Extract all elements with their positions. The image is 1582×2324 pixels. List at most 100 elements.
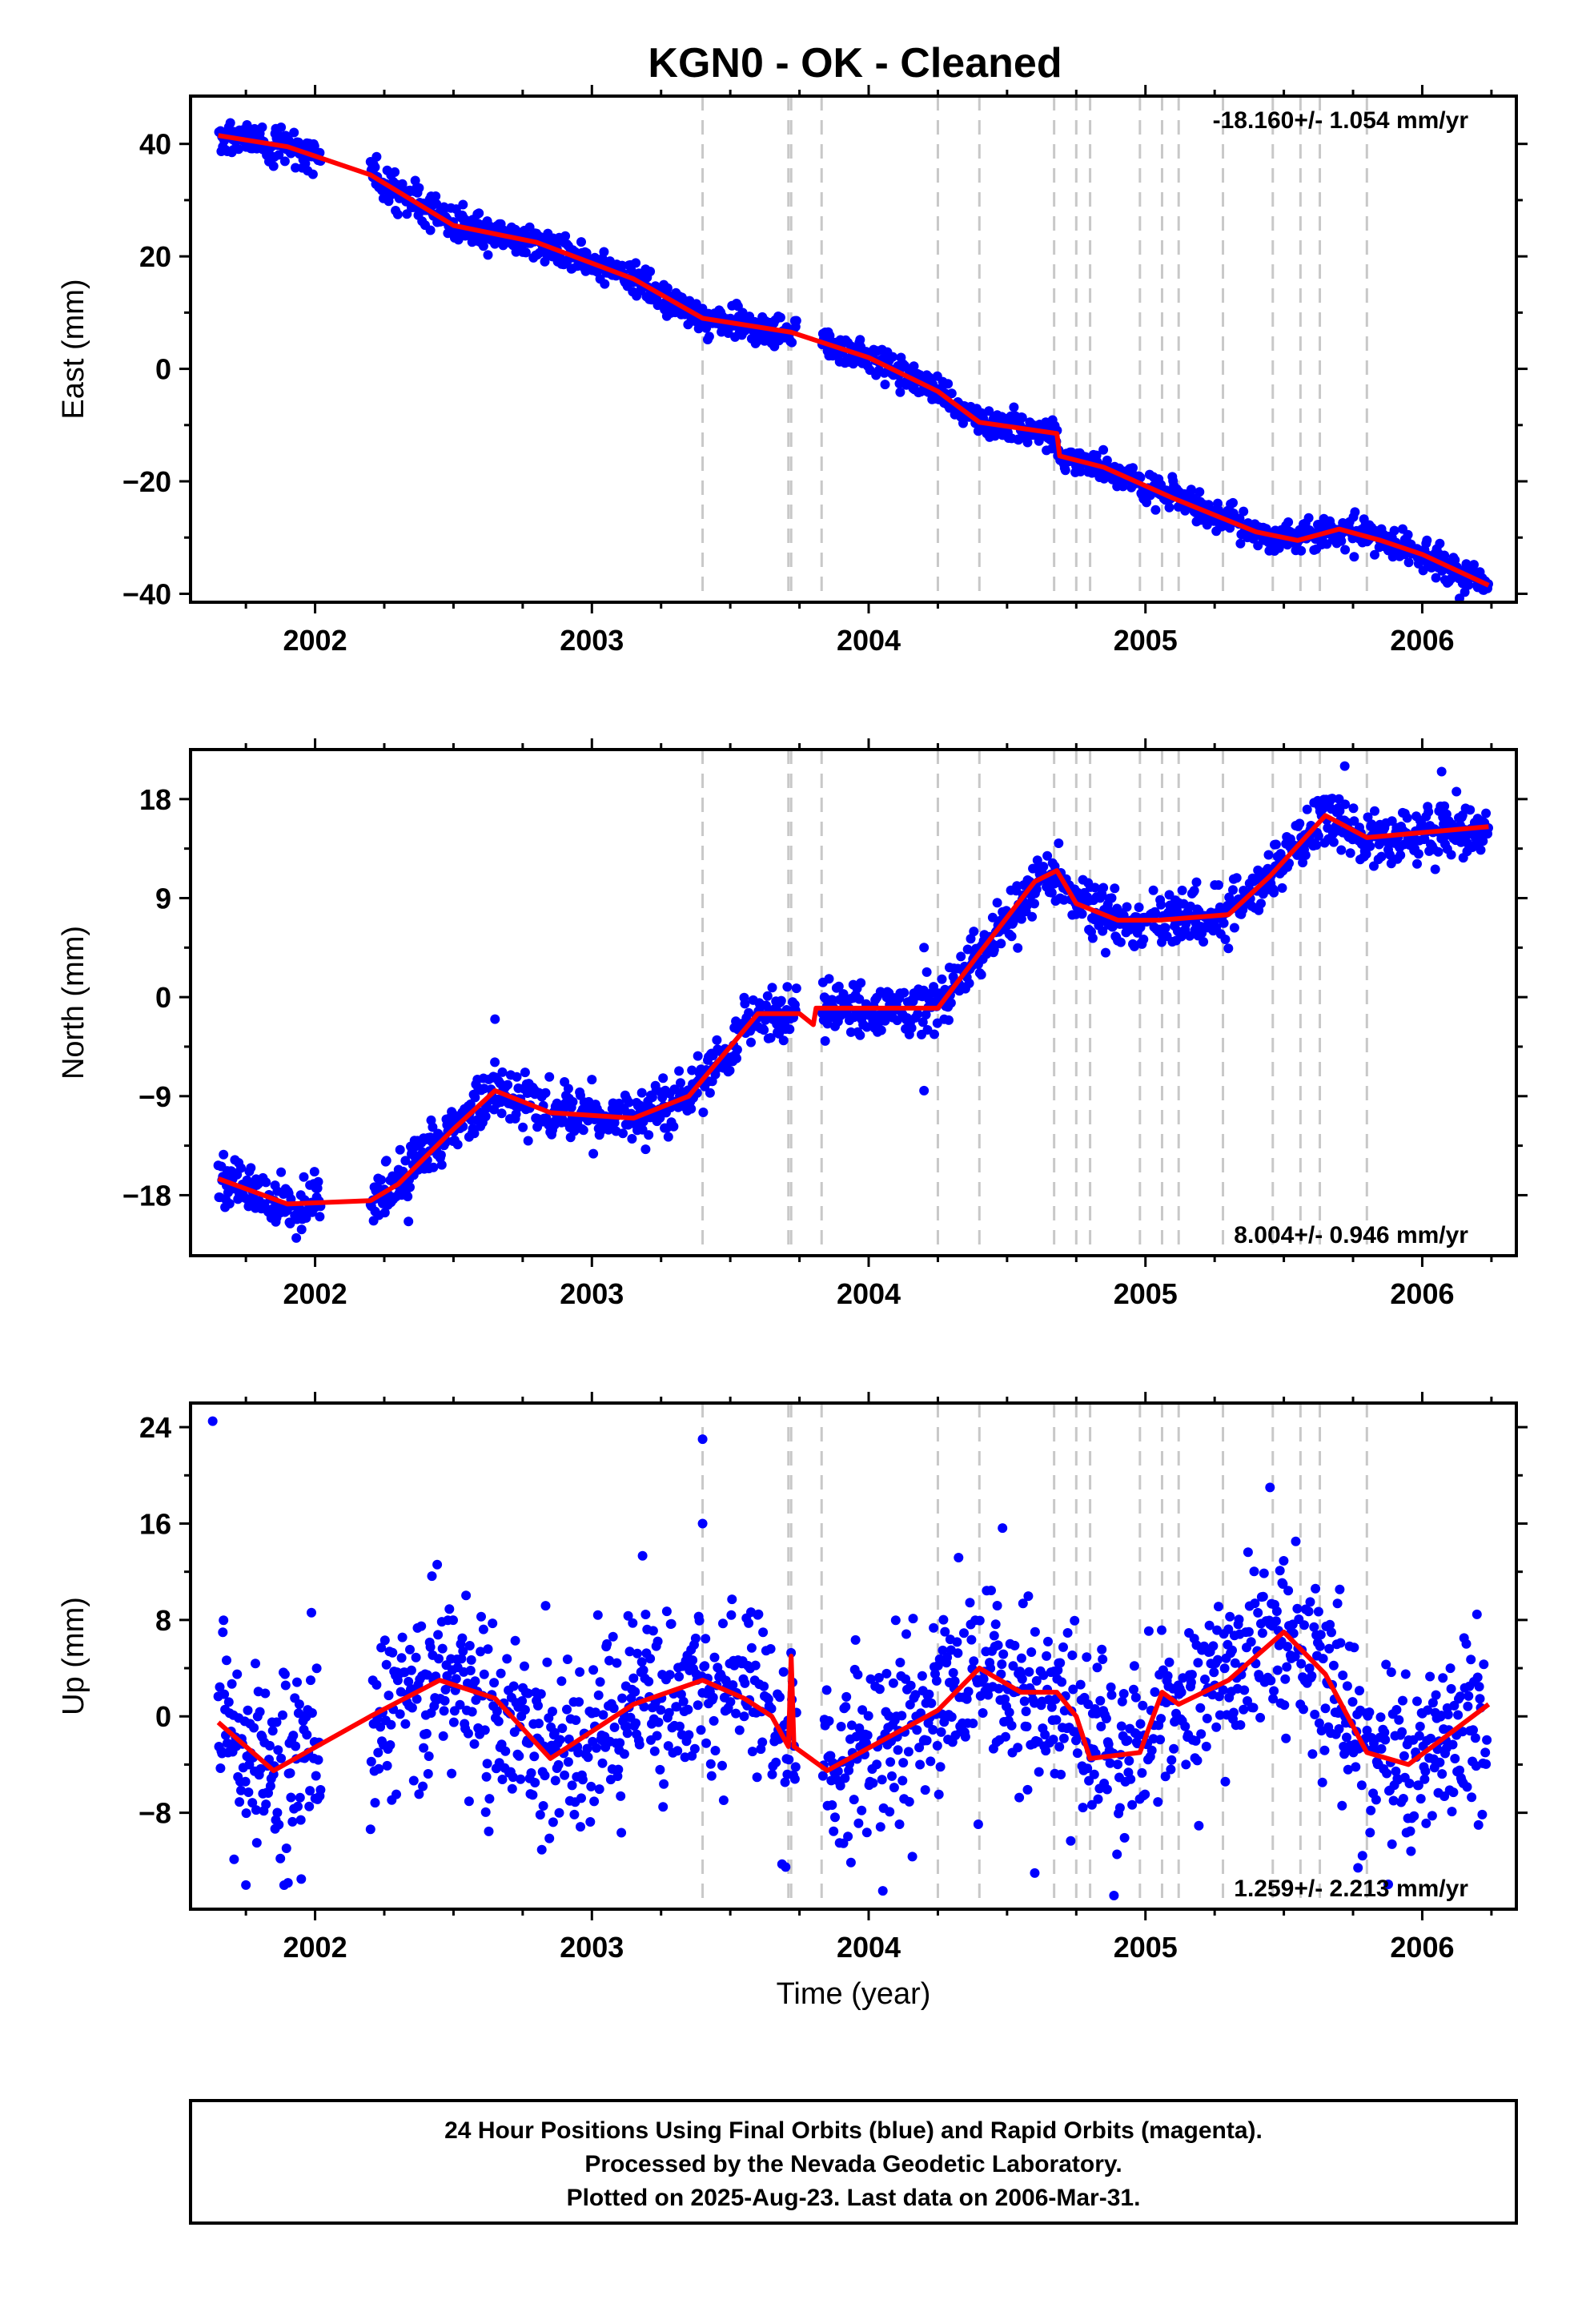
data-point	[279, 156, 290, 167]
data-point	[1402, 813, 1412, 823]
data-point	[428, 1122, 438, 1132]
data-point	[956, 951, 966, 962]
data-point	[1296, 1659, 1307, 1669]
data-point	[307, 1607, 316, 1618]
data-point	[309, 1167, 319, 1177]
footer-line-3: Plotted on 2025-Aug-23. Last data on 200…	[567, 2185, 1141, 2211]
data-point	[693, 1051, 703, 1061]
data-point	[663, 1741, 673, 1751]
data-point	[1474, 1682, 1484, 1692]
data-point	[1219, 1663, 1230, 1674]
data-point	[484, 1826, 494, 1836]
y-tick-label: −9	[139, 1080, 171, 1113]
data-point	[1278, 1579, 1288, 1589]
data-point	[778, 1035, 789, 1046]
data-point	[224, 1199, 235, 1208]
data-point	[662, 283, 673, 293]
data-point	[315, 1212, 325, 1222]
data-point	[414, 183, 424, 193]
data-point	[1046, 1702, 1057, 1712]
data-point	[1156, 1714, 1166, 1724]
data-point	[778, 1667, 789, 1677]
data-point	[1093, 1794, 1103, 1804]
data-point	[416, 1621, 427, 1631]
data-point	[674, 1671, 685, 1682]
data-point	[1353, 1863, 1363, 1873]
data-point	[1228, 497, 1238, 508]
data-point	[888, 1678, 898, 1688]
data-point	[921, 967, 932, 977]
position-points	[207, 1416, 1492, 1900]
data-point	[540, 256, 550, 267]
data-point	[758, 1627, 769, 1638]
data-point-outlier	[919, 1085, 930, 1096]
data-point	[701, 1738, 712, 1748]
data-point	[631, 258, 641, 268]
data-point	[830, 1812, 840, 1823]
data-point	[568, 1096, 578, 1107]
data-point	[424, 1751, 434, 1761]
data-point	[885, 1807, 895, 1817]
data-point	[281, 1844, 291, 1853]
data-point	[876, 1025, 886, 1035]
data-point	[976, 970, 986, 980]
data-point	[861, 1022, 872, 1032]
data-point	[295, 1815, 306, 1825]
data-point	[939, 1717, 950, 1727]
data-point	[759, 1025, 769, 1035]
data-point	[1249, 1566, 1259, 1577]
data-point	[1140, 1789, 1150, 1799]
data-point	[717, 1760, 727, 1771]
data-point	[283, 1878, 293, 1888]
data-point	[843, 1831, 853, 1842]
data-point	[1253, 1607, 1263, 1618]
data-point	[898, 1758, 909, 1768]
data-point	[1118, 1689, 1129, 1699]
data-point	[471, 1695, 481, 1705]
data-point	[669, 1121, 679, 1132]
data-point	[241, 1808, 251, 1819]
data-point	[924, 1689, 934, 1699]
data-point	[929, 982, 939, 992]
data-point	[1466, 1655, 1476, 1665]
data-point	[500, 1746, 511, 1756]
data-point	[875, 1822, 885, 1832]
data-point	[776, 995, 786, 1006]
data-point	[1296, 545, 1307, 556]
data-point	[1143, 1626, 1154, 1636]
data-point	[1176, 1687, 1186, 1698]
data-point	[930, 1029, 939, 1039]
x-tick-label: 2002	[283, 1277, 347, 1310]
footer-line-1: 24 Hour Positions Using Final Orbits (bl…	[444, 2117, 1263, 2144]
data-point	[556, 1676, 567, 1687]
data-point	[1449, 1700, 1460, 1711]
data-point	[630, 1687, 640, 1697]
data-point	[432, 1559, 443, 1570]
data-point	[1208, 1641, 1219, 1651]
data-point	[1067, 1651, 1078, 1660]
data-point	[1431, 573, 1441, 583]
data-point	[824, 974, 834, 984]
data-point	[845, 1027, 856, 1037]
data-point	[608, 1631, 618, 1642]
data-point	[374, 1763, 384, 1774]
data-point	[786, 1647, 797, 1658]
data-point	[540, 1601, 551, 1611]
data-point	[616, 1827, 627, 1838]
data-point	[1013, 943, 1023, 953]
data-point	[1415, 1794, 1426, 1804]
data-point	[602, 1638, 612, 1649]
data-point	[1398, 1794, 1408, 1803]
data-point	[906, 1023, 917, 1033]
data-point	[1194, 1820, 1204, 1831]
data-point	[279, 1669, 290, 1679]
data-point	[573, 1747, 584, 1758]
data-point	[1030, 1626, 1040, 1637]
data-point	[652, 1731, 662, 1741]
data-point	[1219, 918, 1229, 928]
data-point	[734, 1725, 745, 1735]
data-point	[1445, 1663, 1456, 1674]
data-point	[236, 1163, 246, 1173]
y-axis-label: Up (mm)	[57, 1597, 90, 1715]
data-point	[1016, 914, 1026, 924]
